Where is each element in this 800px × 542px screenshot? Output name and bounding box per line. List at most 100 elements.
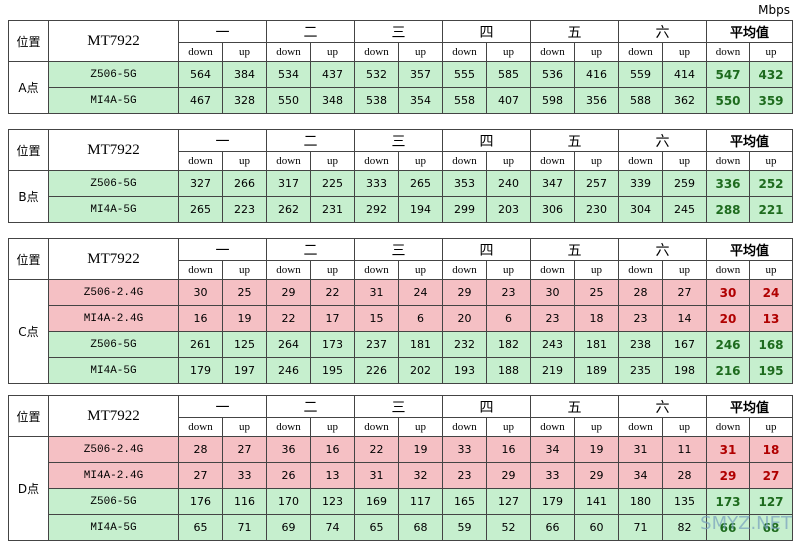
value-cell: 232 xyxy=(442,331,487,358)
value-cell: 170 xyxy=(266,488,311,515)
value-cell: 532 xyxy=(354,61,399,88)
average-header: 平均值 xyxy=(705,238,794,261)
value-cell: 31 xyxy=(354,279,399,306)
device: Z506-2.4G xyxy=(48,436,179,463)
average-cell: 168 xyxy=(748,331,794,358)
down-header: down xyxy=(530,42,575,62)
value-cell: 59 xyxy=(442,514,487,541)
data-row: MI4A-5G 265 223 262 231 292 194 299 203 306 230 304… xyxy=(9,196,794,223)
up-header: up xyxy=(574,42,619,62)
value-cell: 60 xyxy=(574,514,619,541)
value-cell: 16 xyxy=(178,305,223,332)
average-cell: 30 xyxy=(706,279,750,306)
day-header: 一 xyxy=(178,129,267,152)
down-header: down xyxy=(442,151,487,171)
value-cell: 181 xyxy=(398,331,443,358)
value-cell: 22 xyxy=(310,279,355,306)
data-row: D点 Z506-2.4G 28 27 36 16 22 19 33 16 34 19 31 11 31 18 xyxy=(8,436,794,541)
day-header: 五 xyxy=(530,395,619,418)
value-cell: 555 xyxy=(442,61,487,88)
down-header: down xyxy=(618,417,663,437)
value-cell: 354 xyxy=(398,87,443,114)
average-cell: 173 xyxy=(706,488,750,515)
value-cell: 195 xyxy=(310,357,355,384)
up-header: up xyxy=(662,417,707,437)
value-cell: 32 xyxy=(398,462,443,489)
data-row: C点 Z506-2.4G 30 25 29 22 31 24 29 23 30 25 28 27 30 24 xyxy=(8,279,794,384)
value-cell: 240 xyxy=(486,170,531,197)
average-cell: 27 xyxy=(748,462,794,489)
data-row: MI4A-5G 65 71 69 74 65 68 59 52 66 60 71 82 66 68 xyxy=(9,514,794,541)
value-cell: 125 xyxy=(222,331,267,358)
average-cell: 195 xyxy=(748,357,794,384)
value-cell: 36 xyxy=(266,436,311,463)
value-cell: 30 xyxy=(178,279,223,306)
average-cell: 216 xyxy=(706,357,750,384)
location: B点 xyxy=(8,170,49,223)
day-header: 三 xyxy=(354,395,443,418)
average-cell: 221 xyxy=(748,196,794,223)
value-cell: 585 xyxy=(486,61,531,88)
value-cell: 246 xyxy=(266,357,311,384)
day-header: 二 xyxy=(266,395,355,418)
up-header: up xyxy=(574,260,619,280)
up-header: up xyxy=(310,260,355,280)
value-cell: 538 xyxy=(354,87,399,114)
value-cell: 13 xyxy=(310,462,355,489)
value-cell: 65 xyxy=(354,514,399,541)
up-header: up xyxy=(222,260,267,280)
value-cell: 71 xyxy=(222,514,267,541)
day-header: 三 xyxy=(354,20,443,43)
location-header: 位置 xyxy=(8,20,49,62)
up-header: up xyxy=(310,151,355,171)
value-cell: 23 xyxy=(618,305,663,332)
down-header: down xyxy=(618,42,663,62)
value-cell: 304 xyxy=(618,196,663,223)
value-cell: 299 xyxy=(442,196,487,223)
up-header: up xyxy=(222,151,267,171)
value-cell: 339 xyxy=(618,170,663,197)
up-header: up xyxy=(222,417,267,437)
down-header: down xyxy=(178,260,223,280)
value-cell: 237 xyxy=(354,331,399,358)
day-header: 五 xyxy=(530,129,619,152)
down-header: down xyxy=(618,260,663,280)
value-cell: 189 xyxy=(574,357,619,384)
down-header: down xyxy=(530,417,575,437)
value-cell: 19 xyxy=(398,436,443,463)
header-row: 位置 MT7922 一二三四五六平均值 xyxy=(8,395,794,437)
average-cell: 13 xyxy=(748,305,794,332)
value-cell: 31 xyxy=(354,462,399,489)
value-cell: 25 xyxy=(574,279,619,306)
value-cell: 598 xyxy=(530,87,575,114)
value-cell: 29 xyxy=(266,279,311,306)
down-header: down xyxy=(178,151,223,171)
day-header: 四 xyxy=(442,129,531,152)
location: D点 xyxy=(8,436,49,541)
data-row: Z506-5G 176 116 170 123 169 117 165 127 179 141 180… xyxy=(9,488,794,515)
data-table: 位置 MT7922 一二三四五六平均值 down up down up down up down u… xyxy=(8,395,794,541)
device: Z506-5G xyxy=(48,170,179,197)
location: A点 xyxy=(8,61,49,114)
value-cell: 23 xyxy=(530,305,575,332)
value-cell: 261 xyxy=(178,331,223,358)
value-cell: 230 xyxy=(574,196,619,223)
value-cell: 33 xyxy=(442,436,487,463)
value-cell: 16 xyxy=(310,436,355,463)
down-header: down xyxy=(442,417,487,437)
value-cell: 33 xyxy=(222,462,267,489)
location-header: 位置 xyxy=(8,129,49,171)
up-header: up xyxy=(748,151,794,171)
model-header: MT7922 xyxy=(48,395,179,437)
up-header: up xyxy=(398,151,443,171)
value-cell: 194 xyxy=(398,196,443,223)
value-cell: 28 xyxy=(618,279,663,306)
value-cell: 564 xyxy=(178,61,223,88)
day-header: 三 xyxy=(354,129,443,152)
value-cell: 259 xyxy=(662,170,707,197)
value-cell: 193 xyxy=(442,357,487,384)
average-cell: 18 xyxy=(748,436,794,463)
value-cell: 226 xyxy=(354,357,399,384)
value-cell: 266 xyxy=(222,170,267,197)
